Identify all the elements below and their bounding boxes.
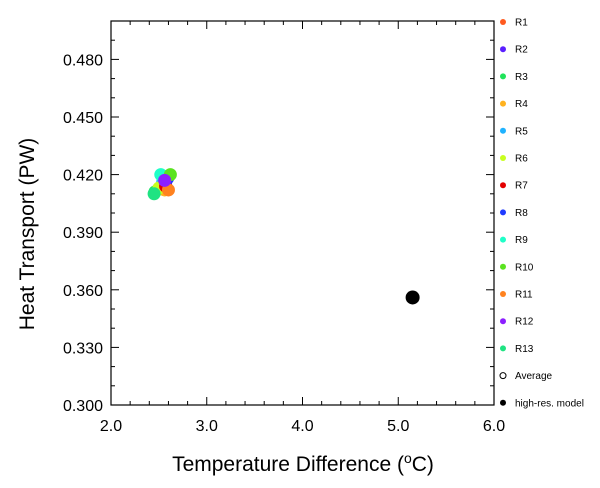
legend-label: R10 bbox=[515, 262, 534, 273]
legend-label: R5 bbox=[515, 126, 528, 137]
x-tick-label: 3.0 bbox=[196, 418, 218, 435]
legend-label: R13 bbox=[515, 344, 534, 355]
legend-label: R3 bbox=[515, 72, 528, 83]
data-point-r12 bbox=[158, 173, 172, 187]
x-axis-title: Temperature Difference (oC) bbox=[172, 450, 434, 476]
legend-label: R9 bbox=[515, 235, 528, 246]
data-points bbox=[147, 168, 420, 305]
y-axis-title: Heat Transport (PW) bbox=[16, 138, 39, 331]
legend: R1 R2 R3 R4 R5 R6 R7 R8 R9 R10 R11 R12 R13 Average hig… bbox=[499, 18, 584, 409]
y-tick-label: 0.420 bbox=[63, 168, 103, 185]
legend-label: high-res. model bbox=[515, 398, 584, 409]
legend-label: R11 bbox=[515, 290, 533, 301]
x-tick-label: 2.0 bbox=[100, 418, 122, 435]
legend-label: R2 bbox=[515, 45, 528, 56]
x-tick-label: 6.0 bbox=[483, 418, 505, 435]
y-axis: 0.300 0.330 0.360 0.390 0.420 0.450 0.480 bbox=[63, 20, 494, 415]
y-tick-label: 0.360 bbox=[63, 283, 103, 300]
data-point-high-res-model bbox=[405, 290, 420, 305]
legend-marker bbox=[500, 19, 506, 25]
data-point-r13 bbox=[147, 187, 161, 201]
legend-marker bbox=[500, 73, 506, 80]
legend-label: Average bbox=[515, 371, 553, 382]
legend-marker bbox=[500, 399, 506, 406]
legend-label: R6 bbox=[515, 154, 528, 165]
x-tick-label: 4.0 bbox=[291, 418, 313, 435]
y-tick-label: 0.390 bbox=[63, 225, 103, 242]
legend-marker bbox=[500, 46, 506, 53]
legend-marker bbox=[499, 372, 507, 380]
y-tick-label: 0.330 bbox=[63, 340, 103, 357]
legend-marker bbox=[500, 263, 506, 270]
legend-marker bbox=[500, 127, 506, 134]
legend-label: R8 bbox=[515, 208, 528, 219]
legend-label: R7 bbox=[515, 181, 528, 192]
x-axis: 2.0 3.0 4.0 5.0 6.0 bbox=[100, 21, 505, 435]
legend-label: R12 bbox=[515, 317, 534, 328]
y-tick-label: 0.480 bbox=[63, 52, 103, 69]
plot-frame bbox=[110, 20, 495, 406]
y-tick-label: 0.450 bbox=[63, 110, 103, 127]
legend-label: R1 bbox=[515, 18, 528, 29]
y-tick-label: 0.300 bbox=[63, 398, 103, 415]
legend-marker bbox=[500, 100, 506, 107]
legend-label: R4 bbox=[515, 99, 528, 110]
legend-marker bbox=[500, 236, 506, 243]
legend-marker bbox=[500, 155, 506, 161]
legend-marker bbox=[500, 318, 506, 325]
legend-marker bbox=[500, 182, 506, 189]
legend-marker bbox=[500, 209, 506, 216]
x-tick-label: 5.0 bbox=[387, 418, 409, 435]
legend-marker bbox=[500, 345, 506, 352]
legend-marker bbox=[500, 291, 506, 297]
plot-area bbox=[110, 20, 495, 406]
